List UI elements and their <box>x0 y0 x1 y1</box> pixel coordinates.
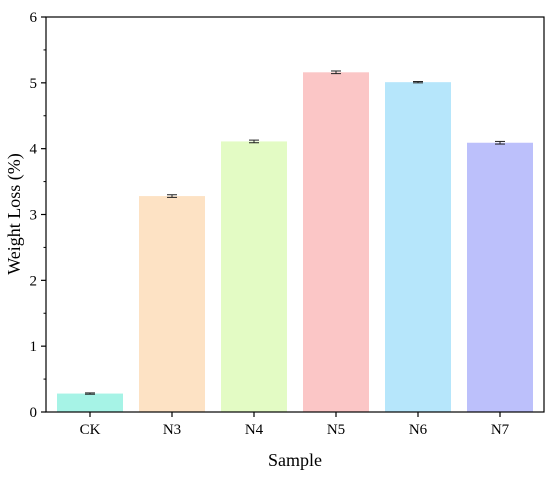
y-tick-label: 6 <box>30 10 38 26</box>
y-tick-label: 3 <box>30 208 38 224</box>
bar-ck <box>57 393 123 412</box>
x-tick-label: N4 <box>245 422 264 438</box>
bar-n6 <box>385 82 451 413</box>
y-axis-title: Weight Loss (%) <box>4 153 25 275</box>
y-tick-label: 4 <box>30 142 38 158</box>
x-tick-label: N7 <box>491 422 510 438</box>
y-tick-label: 1 <box>30 339 38 355</box>
bar-n7 <box>467 142 533 412</box>
bar-n4 <box>221 141 287 413</box>
x-tick-label: N3 <box>163 422 181 438</box>
bar-n5 <box>303 72 369 413</box>
y-axis-ticks: 0 1 2 3 4 5 6 <box>30 10 46 421</box>
x-tick-label: N5 <box>327 422 345 438</box>
x-axis-title: Sample <box>268 450 322 470</box>
bars-layer <box>57 72 533 413</box>
error-bar-n5 <box>331 70 341 75</box>
y-tick-label: 5 <box>30 76 38 92</box>
x-tick-label: CK <box>80 422 101 438</box>
x-axis-ticks: CK N3 N4 N5 N6 N7 <box>80 412 510 438</box>
error-bars-layer <box>85 70 505 395</box>
error-bar-n6 <box>413 81 423 84</box>
error-bar-n3 <box>167 194 177 198</box>
x-tick-label: N6 <box>409 422 428 438</box>
error-bar-ck <box>85 392 95 395</box>
error-bar-n4 <box>249 139 259 144</box>
error-bar-n7 <box>495 140 505 145</box>
bar-n3 <box>139 196 205 412</box>
y-tick-label: 2 <box>30 273 38 289</box>
y-tick-label: 0 <box>30 405 38 421</box>
